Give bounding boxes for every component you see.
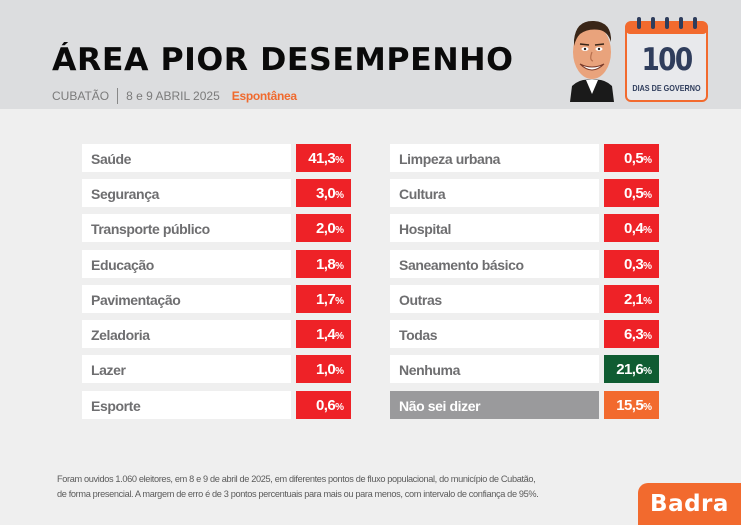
page-title: ÁREA PIOR DESEMPENHO xyxy=(52,42,514,78)
value-number: 0,5 xyxy=(624,150,644,167)
item-label: Segurança xyxy=(82,179,291,207)
value-number: 15,5 xyxy=(616,397,644,414)
item-value: 3,0% xyxy=(296,179,351,207)
item-label: Saneamento básico xyxy=(390,250,599,278)
item-label: Outras xyxy=(390,285,599,313)
item-label: Lazer xyxy=(82,355,291,383)
percent-sign: % xyxy=(643,366,652,377)
item-label: Pavimentação xyxy=(82,285,291,313)
percent-sign: % xyxy=(335,366,344,377)
value-number: 1,7 xyxy=(316,291,336,308)
item-value: 2,0% xyxy=(296,214,351,242)
item-label: Esporte xyxy=(82,391,291,419)
item-value: 0,6% xyxy=(296,391,351,419)
value-number: 1,0 xyxy=(316,361,336,378)
percent-sign: % xyxy=(335,261,344,272)
mayor-caricature-icon xyxy=(570,20,614,102)
value-number: 0,6 xyxy=(316,397,336,414)
item-value: 6,3% xyxy=(604,320,659,348)
item-label: Saúde xyxy=(82,144,291,172)
divider xyxy=(117,88,119,104)
percent-sign: % xyxy=(335,331,344,342)
item-label: Nenhuma xyxy=(390,355,599,383)
item-value: 21,6% xyxy=(604,355,659,383)
date-label: 8 e 9 ABRIL 2025 xyxy=(126,89,220,103)
item-value: 0,4% xyxy=(604,214,659,242)
methodology-footnote: Foram ouvidos 1.060 eleitores, em 8 e 9 … xyxy=(57,472,539,502)
percent-sign: % xyxy=(643,155,652,166)
percent-sign: % xyxy=(643,296,652,307)
value-number: 2,1 xyxy=(624,291,644,308)
percent-sign: % xyxy=(643,402,652,413)
100-days-badge: 100 DIAS DE GOVERNO xyxy=(625,17,708,102)
item-value: 0,3% xyxy=(604,250,659,278)
item-value: 15,5% xyxy=(604,391,659,419)
item-label: Zeladoria xyxy=(82,320,291,348)
item-label: Não sei dizer xyxy=(390,391,599,419)
value-number: 1,8 xyxy=(316,256,336,273)
badge-text: DIAS DE GOVERNO xyxy=(632,83,701,93)
survey-mode-label: Espontânea xyxy=(231,89,297,103)
percent-sign: % xyxy=(335,296,344,307)
item-value: 0,5% xyxy=(604,144,659,172)
percent-sign: % xyxy=(643,261,652,272)
item-value: 0,5% xyxy=(604,179,659,207)
item-value: 2,1% xyxy=(604,285,659,313)
value-number: 6,3 xyxy=(624,326,644,343)
item-label: Transporte público xyxy=(82,214,291,242)
percent-sign: % xyxy=(335,155,344,166)
percent-sign: % xyxy=(335,402,344,413)
badra-logo: Badra xyxy=(638,483,741,525)
percent-sign: % xyxy=(335,190,344,201)
percent-sign: % xyxy=(643,225,652,236)
item-label: Cultura xyxy=(390,179,599,207)
value-number: 0,4 xyxy=(624,220,644,237)
item-value: 41,3% xyxy=(296,144,351,172)
subtitle: CUBATÃO 8 e 9 ABRIL 2025 Espontânea xyxy=(52,88,297,104)
value-number: 41,3 xyxy=(308,150,336,167)
item-label: Todas xyxy=(390,320,599,348)
badge-number: 100 xyxy=(641,42,694,78)
value-number: 3,0 xyxy=(316,185,336,202)
item-label: Hospital xyxy=(390,214,599,242)
value-number: 1,4 xyxy=(316,326,336,343)
city-label: CUBATÃO xyxy=(52,89,110,103)
item-label: Limpeza urbana xyxy=(390,144,599,172)
percent-sign: % xyxy=(335,225,344,236)
footnote-line: Foram ouvidos 1.060 eleitores, em 8 e 9 … xyxy=(57,474,536,484)
value-number: 21,6 xyxy=(616,361,644,378)
calendar-icon xyxy=(625,17,708,102)
footnote-line: de forma presencial. A margem de erro é … xyxy=(57,489,539,499)
value-number: 0,3 xyxy=(624,256,644,273)
percent-sign: % xyxy=(643,190,652,201)
header-banner: ÁREA PIOR DESEMPENHO CUBATÃO 8 e 9 ABRIL… xyxy=(0,0,741,109)
value-number: 2,0 xyxy=(316,220,336,237)
item-value: 1,0% xyxy=(296,355,351,383)
percent-sign: % xyxy=(643,331,652,342)
value-number: 0,5 xyxy=(624,185,644,202)
item-label: Educação xyxy=(82,250,291,278)
item-value: 1,7% xyxy=(296,285,351,313)
item-value: 1,8% xyxy=(296,250,351,278)
item-value: 1,4% xyxy=(296,320,351,348)
